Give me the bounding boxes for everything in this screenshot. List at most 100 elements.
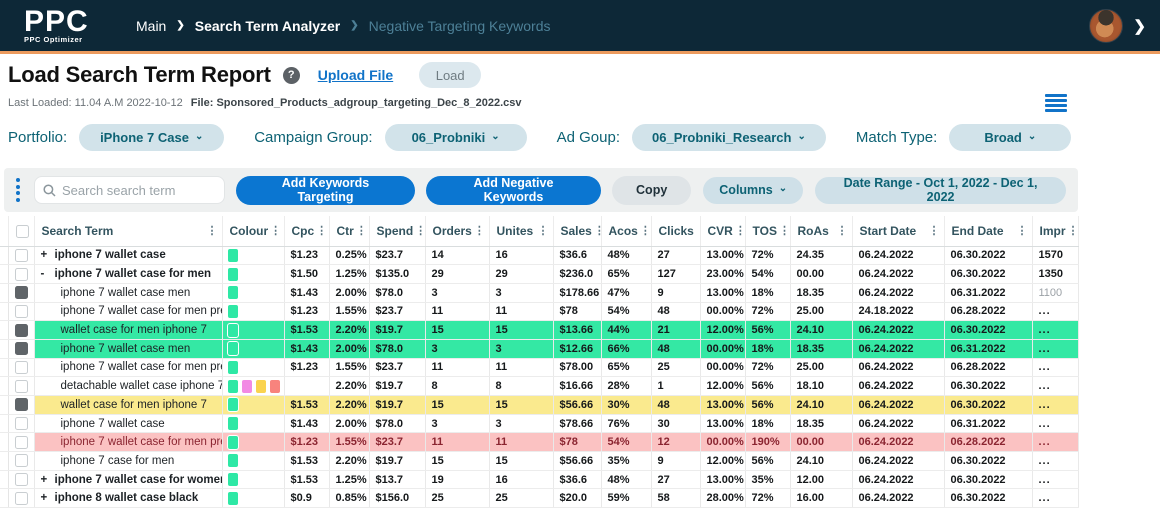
row-checkbox[interactable] xyxy=(14,417,28,431)
column-menu-icon[interactable]: ⋮ xyxy=(316,225,328,238)
colour-swatch-green[interactable] xyxy=(226,247,239,263)
data-cell-spend: $19.7 xyxy=(369,320,426,340)
row-checkbox[interactable] xyxy=(14,342,28,356)
column-menu-icon[interactable]: ⋮ xyxy=(270,225,282,238)
colour-swatch-green[interactable] xyxy=(226,266,239,282)
colour-swatch-green[interactable] xyxy=(226,453,239,469)
ad-group-dropdown[interactable]: 06_Probniki_Research ⌄ xyxy=(632,124,826,151)
colour-swatch-green[interactable] xyxy=(226,341,239,357)
colour-swatch-yellow[interactable] xyxy=(254,378,267,394)
more-button[interactable]: ... xyxy=(1038,342,1051,355)
row-number-cell xyxy=(0,302,9,322)
column-menu-icon[interactable]: ⋮ xyxy=(355,225,367,238)
data-cell-ctr: 0.85% xyxy=(329,488,370,509)
hamburger-menu-icon[interactable] xyxy=(1045,94,1067,114)
column-header-spend: Spend⋮ xyxy=(369,216,426,247)
column-menu-icon[interactable]: ⋮ xyxy=(413,224,424,237)
breadcrumb-search-term-analyzer[interactable]: Search Term Analyzer xyxy=(194,17,341,34)
breadcrumb-main[interactable]: Main xyxy=(136,17,167,34)
row-checkbox[interactable] xyxy=(14,491,28,505)
colour-swatch-green[interactable] xyxy=(226,359,239,375)
more-button[interactable]: ... xyxy=(1038,436,1051,449)
more-button[interactable]: ... xyxy=(1038,492,1051,505)
data-cell-cvr: 28.00% xyxy=(700,488,746,509)
colour-swatch-green[interactable] xyxy=(226,303,239,319)
column-menu-icon[interactable]: ⋮ xyxy=(639,225,651,238)
row-checkbox[interactable] xyxy=(14,267,28,281)
more-button[interactable]: ... xyxy=(1038,305,1051,318)
app-logo[interactable]: PPC PPC Optimizer xyxy=(24,7,114,45)
select-all-checkbox[interactable] xyxy=(15,224,29,238)
more-button[interactable]: ... xyxy=(1038,361,1051,374)
data-cell-roas: 24.10 xyxy=(790,395,853,415)
column-menu-icon[interactable]: ⋮ xyxy=(928,225,940,238)
help-icon[interactable]: ? xyxy=(282,66,300,84)
column-menu-icon[interactable]: ⋮ xyxy=(206,225,218,238)
column-menu-icon[interactable]: ⋮ xyxy=(473,225,485,238)
load-button[interactable]: Load xyxy=(419,62,482,88)
kebab-menu-icon[interactable] xyxy=(16,178,20,202)
row-checkbox[interactable] xyxy=(14,379,28,393)
collapse-icon[interactable]: - xyxy=(40,268,45,281)
column-menu-icon[interactable]: ⋮ xyxy=(1016,225,1028,238)
more-button[interactable]: ... xyxy=(1038,454,1051,467)
data-cell-acos: 30% xyxy=(601,395,652,415)
upload-file-link[interactable]: Upload File xyxy=(317,67,394,83)
more-button[interactable]: ... xyxy=(1038,398,1051,411)
column-menu-icon[interactable]: ⋮ xyxy=(1067,225,1078,238)
more-button[interactable]: ... xyxy=(1038,417,1051,430)
more-button[interactable]: ... xyxy=(1038,380,1051,393)
data-cell-orders: 29 xyxy=(425,264,490,284)
colour-swatch-green[interactable] xyxy=(226,285,239,301)
expand-icon[interactable]: + xyxy=(40,249,48,262)
colour-swatch-pink[interactable] xyxy=(240,378,253,394)
avatar[interactable] xyxy=(1089,8,1124,43)
column-menu-icon[interactable]: ⋮ xyxy=(734,225,745,238)
colour-swatch-green[interactable] xyxy=(226,397,239,413)
row-checkbox[interactable] xyxy=(14,360,28,374)
campaign-group-dropdown[interactable]: 06_Probniki ⌄ xyxy=(384,124,527,151)
chevron-right-icon[interactable]: ❯ xyxy=(1133,17,1146,35)
colour-swatch-green[interactable] xyxy=(226,322,239,338)
search-term-text: detachable wallet case iphone 7 xyxy=(60,380,222,393)
row-checkbox[interactable] xyxy=(14,286,28,300)
add-negative-keywords-button[interactable]: Add Negative Keywords xyxy=(425,175,602,205)
column-menu-icon[interactable]: ⋮ xyxy=(537,225,549,238)
colour-swatch-green[interactable] xyxy=(226,490,239,506)
expand-icon[interactable]: + xyxy=(40,492,48,505)
column-menu-icon[interactable]: ⋮ xyxy=(694,224,699,237)
expand-icon[interactable]: + xyxy=(40,473,48,486)
add-keywords-targeting-button[interactable]: Add Keywords Targeting xyxy=(236,175,415,205)
column-menu-icon[interactable]: ⋮ xyxy=(592,224,600,237)
match-type-dropdown[interactable]: Broad ⌄ xyxy=(949,124,1072,151)
row-checkbox[interactable] xyxy=(14,435,28,449)
portfolio-label: Portfolio: xyxy=(8,129,68,146)
row-checkbox[interactable] xyxy=(14,454,28,468)
colour-swatch-salmon[interactable] xyxy=(268,378,281,394)
search-input[interactable] xyxy=(62,182,217,198)
more-button[interactable]: ... xyxy=(1038,473,1051,486)
colour-swatch-green[interactable] xyxy=(226,434,239,450)
column-label: Cpc xyxy=(291,223,315,238)
date-range-button[interactable]: Date Range - Oct 1, 2022 - Dec 1, 2022 xyxy=(815,176,1066,204)
colour-swatch-green[interactable] xyxy=(226,416,239,432)
row-checkbox[interactable] xyxy=(14,398,28,412)
column-menu-icon[interactable]: ⋮ xyxy=(836,225,848,238)
column-menu-icon[interactable]: ⋮ xyxy=(778,225,790,238)
search-term-cell: iphone 7 wallet case for men pres xyxy=(34,432,223,453)
data-cell-tos: 35% xyxy=(745,470,791,490)
swatch-group xyxy=(226,322,280,338)
columns-dropdown[interactable]: Columns ⌄ xyxy=(703,176,804,204)
colour-swatch-green[interactable] xyxy=(226,378,239,394)
swatch-group xyxy=(226,341,280,357)
portfolio-dropdown[interactable]: iPhone 7 Case ⌄ xyxy=(79,124,225,151)
more-button[interactable]: ... xyxy=(1038,324,1051,337)
row-checkbox[interactable] xyxy=(14,304,28,318)
row-checkbox[interactable] xyxy=(14,323,28,337)
data-cell-spend: $156.0 xyxy=(369,488,426,509)
row-checkbox[interactable] xyxy=(14,473,28,487)
row-checkbox[interactable] xyxy=(14,248,28,262)
copy-button[interactable]: Copy xyxy=(612,175,692,205)
colour-swatch-green[interactable] xyxy=(226,472,239,488)
topbar-right: ❯ xyxy=(1089,8,1146,43)
